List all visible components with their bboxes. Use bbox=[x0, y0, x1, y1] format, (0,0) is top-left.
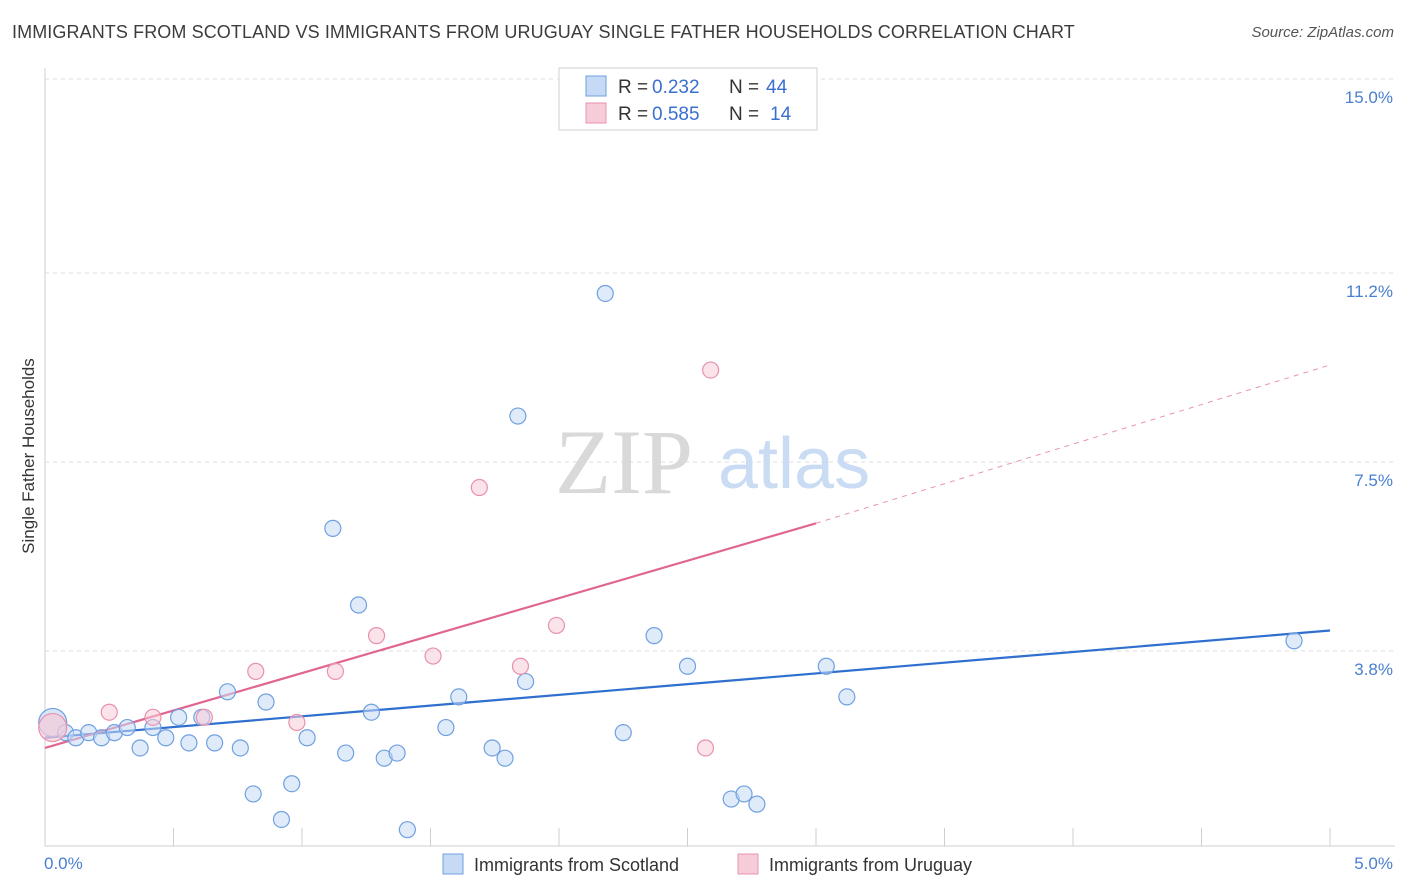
scotland-point bbox=[735, 785, 753, 803]
scotland-point bbox=[483, 739, 501, 757]
legend-swatch-uruguay bbox=[585, 102, 607, 124]
bottom-legend-swatch-scotland bbox=[442, 853, 464, 875]
watermark-zip: ZIP bbox=[555, 411, 693, 513]
scotland-point bbox=[324, 519, 342, 537]
uruguay-point bbox=[511, 657, 530, 675]
y-tick-label: 7.5% bbox=[1354, 471, 1393, 490]
legend-n-label-1: N = bbox=[729, 77, 759, 98]
source-label: Source: ZipAtlas.com bbox=[1251, 24, 1394, 41]
uruguay-point bbox=[696, 739, 715, 757]
legend: R = 0.232 N = 44 R = 0.585 N = 14 bbox=[558, 67, 818, 131]
scotland-point bbox=[218, 683, 237, 701]
scotland-point bbox=[496, 749, 514, 767]
scotland-point bbox=[817, 657, 835, 675]
scotland-point bbox=[206, 734, 224, 752]
scotland-point bbox=[450, 688, 468, 706]
scotland-point bbox=[388, 744, 406, 762]
uruguay-point bbox=[195, 708, 213, 726]
grid-lines bbox=[45, 78, 1395, 652]
uruguay-point bbox=[38, 712, 68, 743]
scotland-point bbox=[509, 407, 527, 425]
uruguay-point bbox=[288, 713, 306, 732]
y-tick-label: 3.8% bbox=[1354, 660, 1393, 679]
bottom-legend-label-uruguay: Immigrants from Uruguay bbox=[769, 855, 972, 875]
uruguay-point bbox=[424, 647, 442, 665]
scotland-point bbox=[257, 693, 275, 711]
y-axis-label: Single Father Households bbox=[19, 358, 38, 554]
scotland-point bbox=[170, 708, 188, 726]
scotland-point bbox=[231, 739, 249, 757]
scotland-point bbox=[838, 688, 856, 706]
legend-r-value-1: 0.232 bbox=[652, 77, 700, 98]
scotland-point bbox=[398, 821, 416, 839]
legend-n-label-2: N = bbox=[729, 104, 759, 125]
bottom-legend: Immigrants from Scotland Immigrants from… bbox=[442, 853, 972, 875]
y-tick-label: 11.2% bbox=[1346, 282, 1393, 301]
scotland-point bbox=[1285, 632, 1303, 650]
scotland-point bbox=[349, 596, 368, 614]
chart-title: IMMIGRANTS FROM SCOTLAND VS IMMIGRANTS F… bbox=[12, 22, 1075, 42]
legend-n-value-1: 44 bbox=[766, 77, 788, 98]
uruguay-point bbox=[470, 478, 488, 497]
y-tick-label: 15.0% bbox=[1345, 88, 1393, 107]
y-tick-labels: 3.8% 7.5% 11.2% 15.0% bbox=[1345, 88, 1393, 679]
scotland-point bbox=[244, 785, 262, 803]
scotland-point bbox=[157, 729, 175, 747]
bottom-legend-swatch-uruguay bbox=[737, 853, 759, 875]
trend-line-scotland bbox=[44, 629, 1331, 739]
scotland-point bbox=[180, 734, 198, 752]
uruguay-point bbox=[367, 627, 386, 645]
x-tick-labels: 0.0% 5.0% bbox=[44, 854, 1393, 873]
legend-r-label-1: R = bbox=[618, 77, 648, 98]
uruguay-point bbox=[144, 708, 162, 726]
uruguay-point bbox=[100, 703, 118, 721]
watermark-atlas: atlas bbox=[718, 424, 870, 504]
legend-r-value-2: 0.585 bbox=[652, 104, 700, 125]
uruguay-point bbox=[326, 662, 345, 680]
x-tick-label-max: 5.0% bbox=[1354, 854, 1393, 873]
scotland-point bbox=[645, 627, 663, 645]
uruguay-point bbox=[702, 361, 720, 379]
x-tick-label-min: 0.0% bbox=[44, 854, 83, 873]
legend-r-label-2: R = bbox=[618, 104, 648, 125]
uruguay-point bbox=[247, 662, 265, 680]
scotland-point bbox=[614, 724, 632, 742]
scotland-point bbox=[437, 718, 455, 737]
scotland-point bbox=[516, 672, 535, 691]
axes bbox=[44, 68, 1395, 847]
uruguay-point bbox=[547, 616, 566, 635]
bottom-legend-label-scotland: Immigrants from Scotland bbox=[474, 855, 679, 875]
scotland-point bbox=[272, 810, 291, 829]
scotland-point bbox=[118, 718, 136, 737]
legend-swatch-scotland bbox=[585, 75, 607, 97]
scotland-point bbox=[337, 744, 355, 762]
legend-n-value-2: 14 bbox=[770, 104, 792, 125]
watermark: ZIP atlas bbox=[555, 411, 870, 513]
scotland-point bbox=[596, 284, 614, 303]
scotland-point bbox=[362, 703, 380, 721]
scotland-point bbox=[131, 739, 149, 757]
scotland-point bbox=[678, 657, 697, 675]
scotland-point bbox=[748, 795, 766, 813]
scotland-point bbox=[283, 775, 301, 793]
trend-line-extension-uruguay bbox=[815, 364, 1331, 524]
data-points bbox=[38, 284, 1303, 839]
scotland-point bbox=[298, 729, 316, 747]
